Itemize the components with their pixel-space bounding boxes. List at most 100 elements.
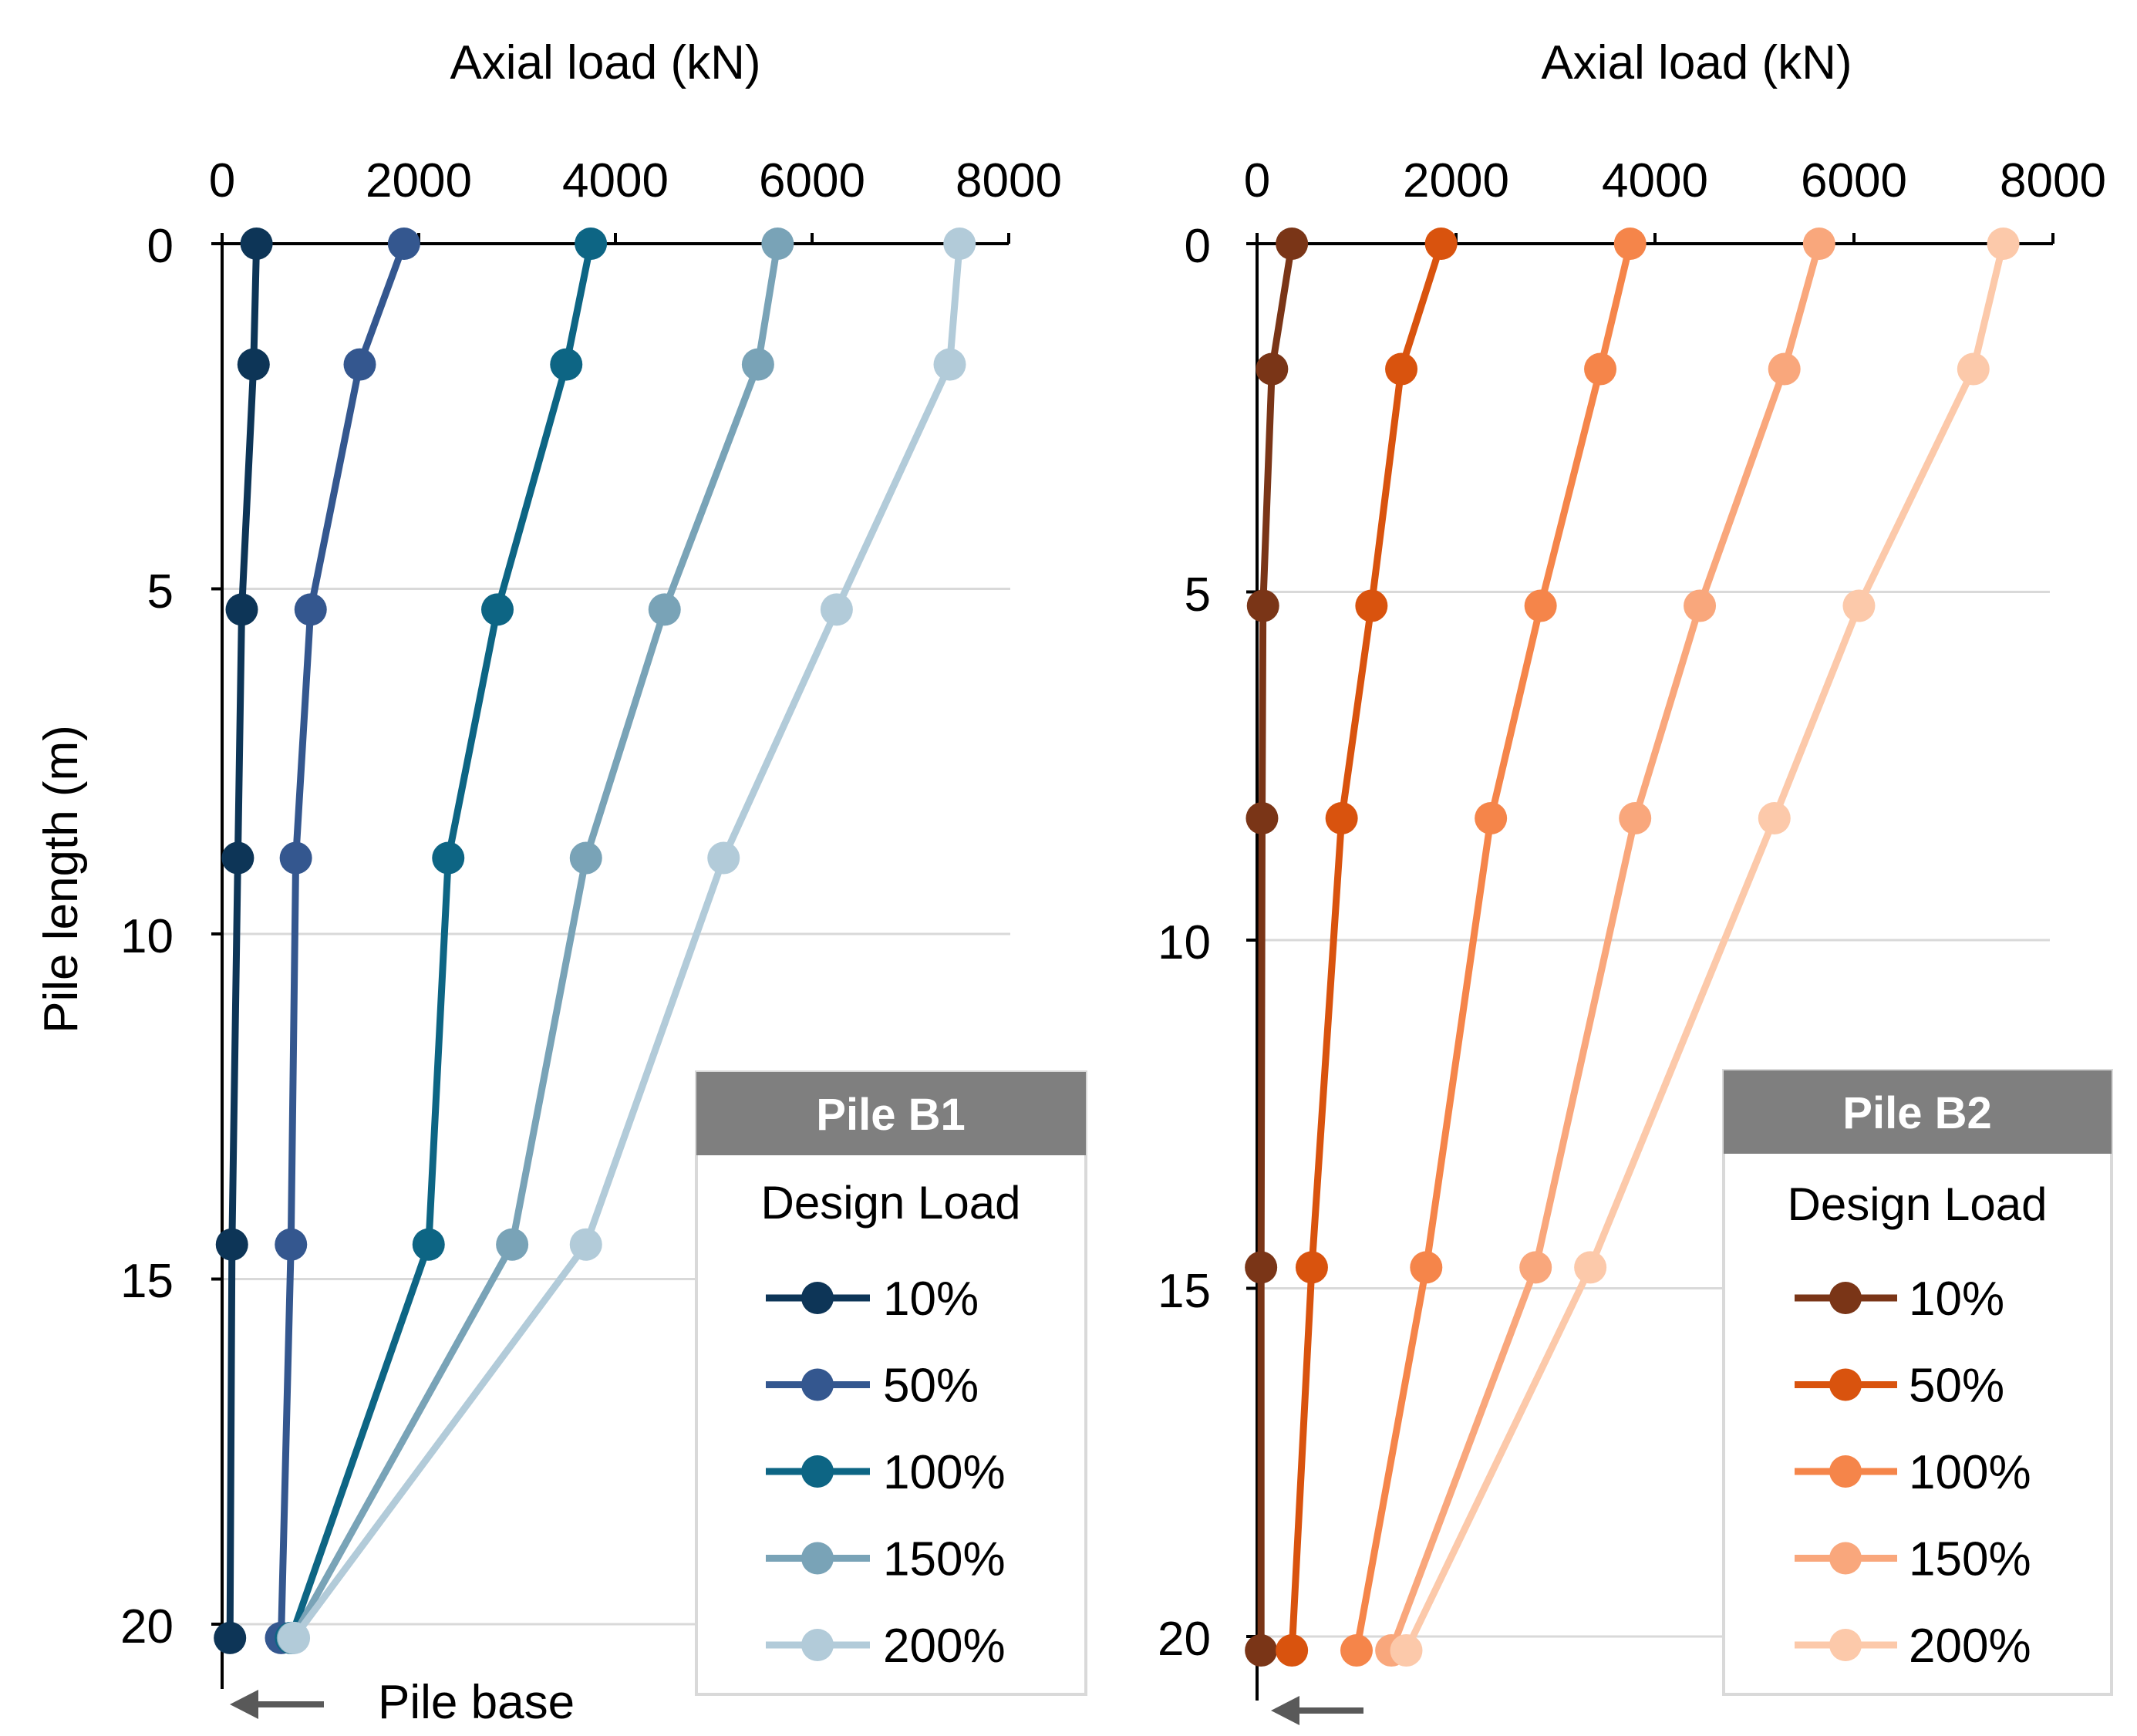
data-point-100%	[412, 1228, 445, 1261]
legend-label: 200%	[1909, 1620, 2031, 1673]
data-point-150%	[741, 348, 774, 381]
data-point-150%	[1619, 801, 1652, 834]
x-tick-label: 4000	[1602, 154, 1708, 207]
legend-marker	[1829, 1455, 1862, 1488]
legend-marker	[801, 1629, 834, 1661]
data-point-100%	[575, 228, 608, 260]
series-line-200%	[1403, 242, 2007, 1653]
x-tick-label: 2000	[366, 154, 472, 207]
data-point-50%	[1295, 1251, 1328, 1284]
data-point-100%	[1410, 1251, 1443, 1284]
y-tick-label: 10	[120, 910, 174, 963]
series-line-100%	[288, 243, 595, 1640]
data-point-200%	[1574, 1251, 1607, 1284]
data-point-100%	[1524, 589, 1557, 622]
pile-base-annotation-right	[1271, 1696, 1363, 1725]
series-line-10%	[226, 243, 261, 1638]
data-point-200%	[1987, 228, 2020, 260]
data-point-200%	[1842, 589, 1876, 622]
legend-marker	[1829, 1629, 1862, 1661]
data-point-10%	[1245, 801, 1279, 834]
legend-label: 50%	[883, 1360, 979, 1413]
legend-label: 100%	[883, 1446, 1006, 1499]
data-point-200%	[1758, 801, 1791, 834]
legend-title: Design Load	[1788, 1178, 2048, 1230]
legend-label: 50%	[1909, 1360, 2004, 1413]
y-tick-label: 0	[147, 220, 174, 273]
data-point-50%	[279, 841, 312, 875]
data-point-150%	[1802, 228, 1835, 260]
y-tick-label: 15	[1158, 1265, 1211, 1318]
x-tick-label: 8000	[2000, 154, 2106, 207]
legend-marker	[1829, 1542, 1862, 1575]
data-point-50%	[1325, 801, 1358, 834]
y-tick-label: 15	[120, 1255, 174, 1308]
data-point-100%	[1613, 228, 1647, 260]
x-tick-label: 4000	[562, 154, 669, 207]
legend-marker	[801, 1368, 834, 1401]
y-tick-label: 5	[147, 565, 174, 619]
legend-items: 10% 50% 100% 150% 200%	[1795, 1273, 2031, 1673]
data-point-100%	[432, 841, 465, 875]
legend-marker	[801, 1455, 834, 1488]
x-ticks-right: 0 2000 4000 6000 8000	[1244, 154, 2106, 207]
data-point-200%	[943, 228, 976, 260]
y-tick-label: 5	[1185, 568, 1211, 622]
data-point-50%	[343, 348, 376, 381]
data-point-200%	[1390, 1634, 1423, 1667]
legend-marker	[1829, 1282, 1862, 1314]
data-point-10%	[1256, 352, 1289, 386]
data-point-50%	[294, 593, 327, 626]
x-axis-title-left: Axial load (kN)	[450, 36, 760, 89]
data-point-100%	[550, 348, 583, 381]
y-ticks-left: 0 5 10 15 20	[120, 220, 174, 1653]
data-point-10%	[225, 593, 258, 626]
data-point-50%	[1385, 352, 1418, 386]
data-point-150%	[569, 841, 602, 875]
legend-marker	[801, 1282, 834, 1314]
legend-items: 10% 50% 100% 150% 200%	[766, 1273, 1006, 1673]
series-line-50%	[278, 242, 408, 1639]
data-point-10%	[221, 841, 254, 875]
x-tick-label: 6000	[759, 154, 865, 207]
pile-base-arrowhead	[230, 1690, 258, 1719]
data-point-150%	[1519, 1251, 1552, 1284]
x-ticks-left: 0 2000 4000 6000 8000	[209, 154, 1062, 207]
y-ticks-right: 0 5 10 15 20	[1158, 220, 1211, 1666]
legend-label: 10%	[883, 1273, 979, 1326]
data-point-150%	[1684, 589, 1717, 622]
legend-box	[1722, 1069, 2113, 1696]
data-point-50%	[1355, 589, 1388, 622]
legend-header	[1724, 1070, 2112, 1154]
data-point-10%	[1245, 1634, 1278, 1667]
data-point-50%	[1276, 1634, 1309, 1667]
legend-label: 150%	[883, 1533, 1006, 1586]
data-point-200%	[707, 841, 740, 875]
chart-panel-right: Axial load (kN) 0 2000 4000 6000 8000 0 …	[1158, 36, 2113, 1725]
pile-base-arrowhead	[1271, 1696, 1299, 1725]
legend-left: Pile B1 Design Load 10% 50% 100% 150% 200%	[695, 1070, 1087, 1696]
legend-label: 10%	[1909, 1273, 2004, 1326]
chart-panel-left: Axial load (kN) Pile length (m) 0 2000 4…	[35, 36, 1087, 1729]
data-point-10%	[1246, 589, 1279, 622]
pile-base-annotation: Pile base	[230, 1676, 575, 1729]
data-point-200%	[820, 593, 853, 626]
x-tick-label: 8000	[956, 154, 1062, 207]
y-tick-label: 10	[1158, 916, 1211, 969]
data-point-50%	[275, 1228, 308, 1261]
series-line-10%	[1257, 243, 1296, 1651]
series-line-200%	[291, 243, 963, 1640]
data-point-10%	[1245, 1251, 1278, 1284]
data-point-200%	[1957, 352, 1990, 386]
data-point-10%	[240, 228, 273, 260]
data-point-10%	[215, 1228, 248, 1261]
data-point-150%	[648, 593, 681, 626]
data-point-200%	[278, 1621, 311, 1654]
data-point-50%	[1424, 228, 1458, 260]
legend-marker	[1829, 1368, 1862, 1401]
y-axis-title-left: Pile length (m)	[35, 725, 88, 1033]
data-point-10%	[237, 348, 270, 381]
data-point-10%	[214, 1621, 247, 1654]
y-tick-label: 20	[120, 1600, 174, 1653]
data-point-200%	[569, 1228, 602, 1261]
